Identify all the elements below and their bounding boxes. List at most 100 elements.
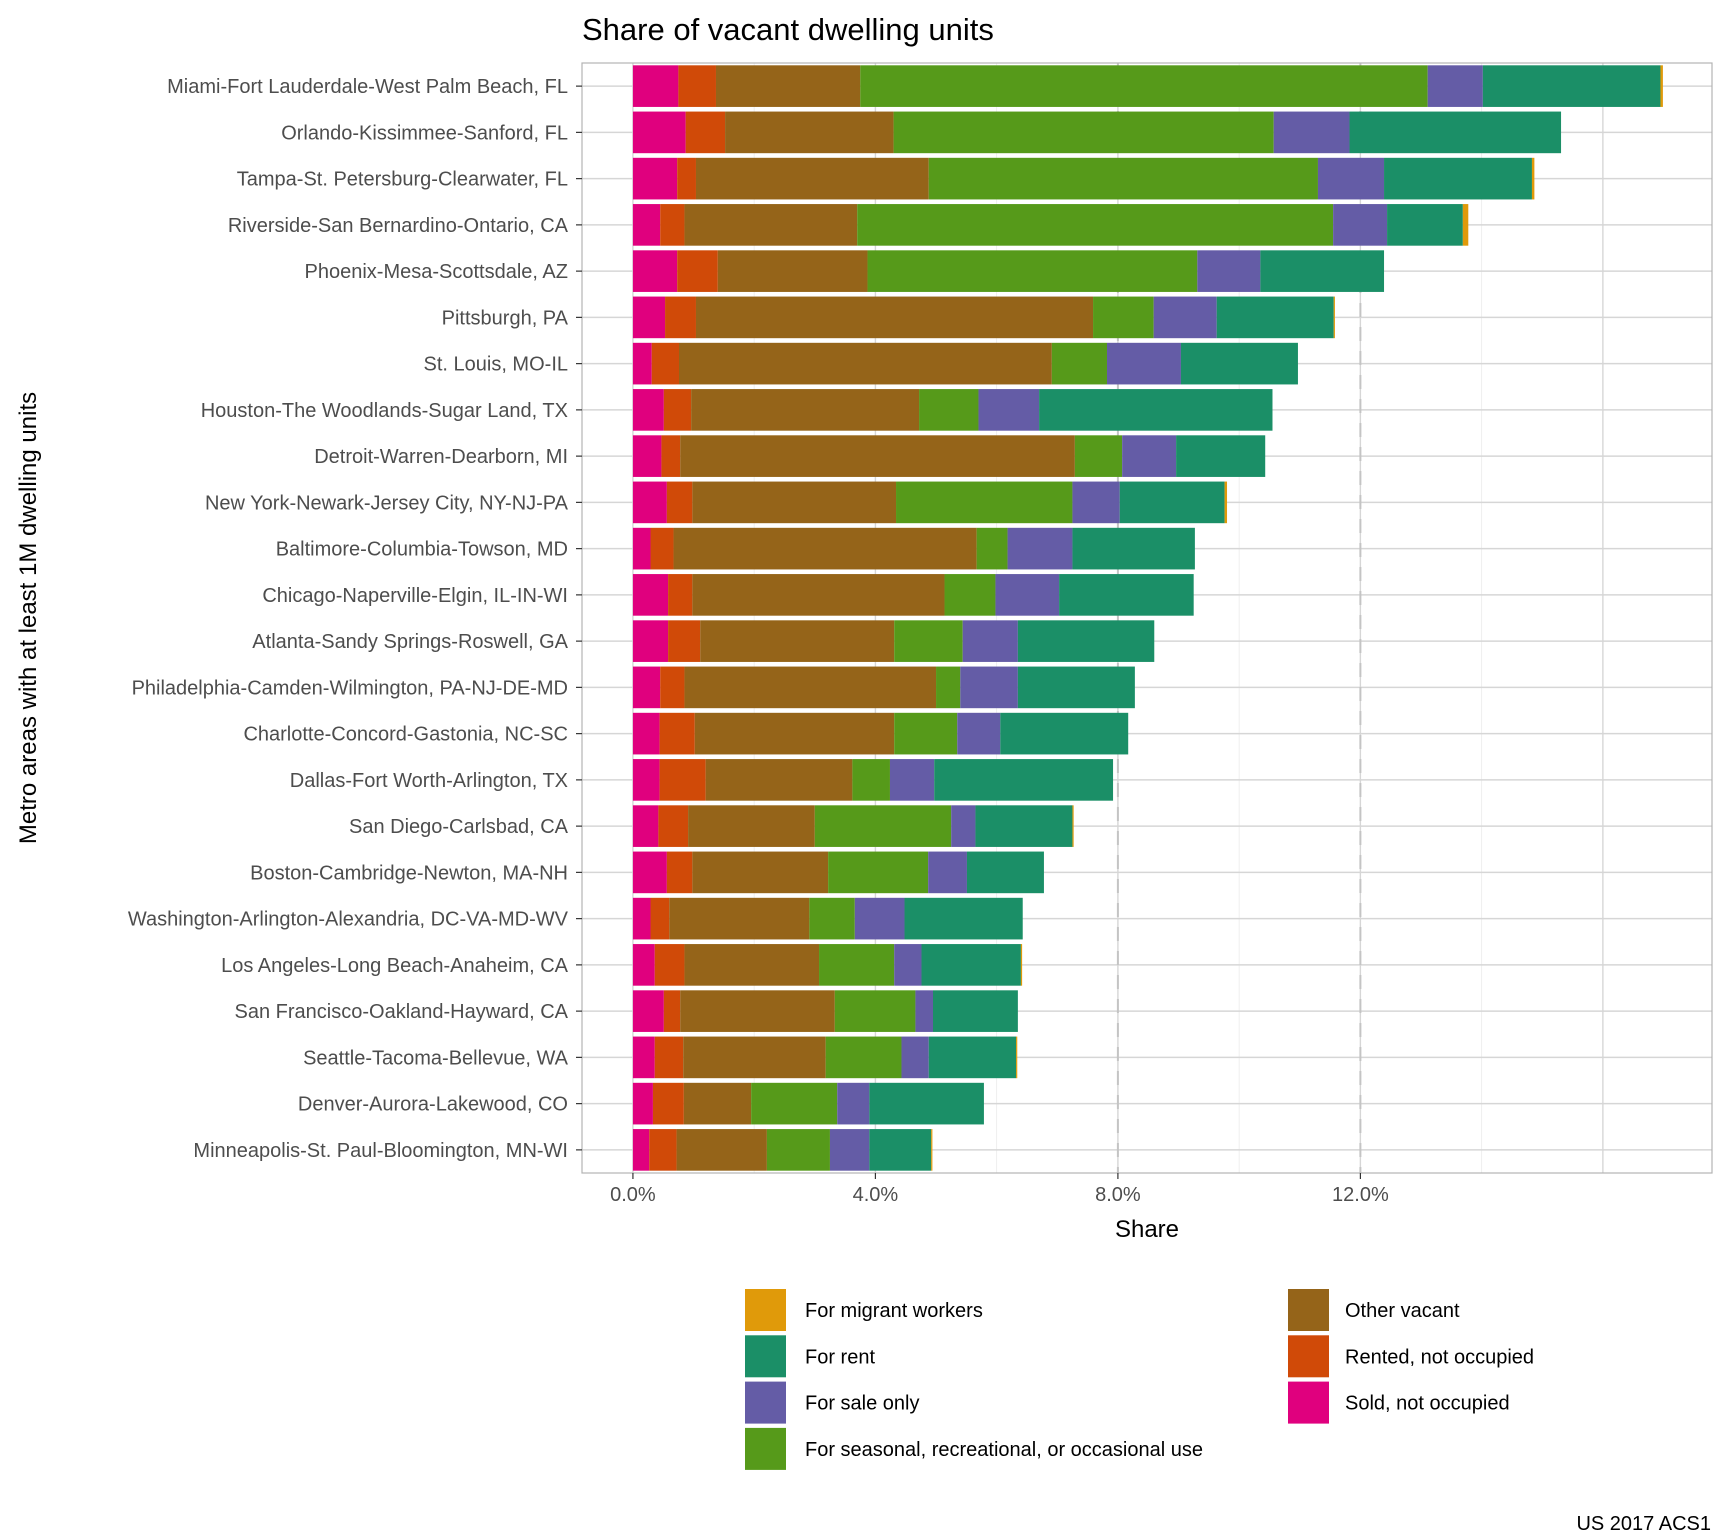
bar-segment	[919, 389, 979, 431]
bar-segment	[683, 1036, 826, 1079]
bar-segment	[976, 527, 1008, 570]
bar-segment	[901, 1036, 929, 1079]
bar-segment	[1106, 342, 1181, 385]
bar-segment	[695, 157, 929, 200]
bar-segment	[632, 389, 664, 431]
bar-segment	[632, 666, 661, 709]
bar-segment	[684, 666, 937, 709]
bar-segment	[632, 157, 678, 200]
bar-segment	[632, 944, 655, 986]
bar-segment	[1122, 435, 1177, 477]
bar-segment	[857, 204, 1334, 246]
y-tick-label: Tampa-St. Petersburg-Clearwater, FL	[237, 169, 568, 191]
legend-label: Sold, not occupied	[1345, 1393, 1510, 1415]
bar-segment	[1317, 157, 1385, 200]
legend-label: For sale only	[805, 1393, 920, 1415]
bar-segment	[673, 527, 977, 570]
bar-segment	[928, 157, 1318, 200]
legend-key	[745, 1335, 786, 1378]
bar-segment	[951, 805, 976, 847]
y-tick-label: Denver-Aurora-Lakewood, CO	[298, 1094, 568, 1116]
bar-segment	[668, 620, 701, 662]
bar-segment	[717, 250, 868, 292]
bar-segment	[915, 990, 934, 1032]
y-tick-label: Pittsburgh, PA	[442, 307, 569, 329]
bar-segment	[700, 620, 895, 662]
bar-segment	[978, 389, 1040, 431]
y-tick-label: Orlando-Kissimmee-Sanford, FL	[281, 122, 568, 144]
bar-segment	[944, 574, 996, 616]
y-axis-title: Metro areas with at least 1M dwelling un…	[15, 392, 42, 844]
bar-segment	[751, 1082, 838, 1125]
bar-segment	[678, 342, 1052, 385]
bar-segment	[894, 620, 963, 662]
bar-segment	[957, 712, 1001, 755]
bar-segment	[854, 897, 905, 940]
legend-key	[1288, 1289, 1329, 1331]
y-tick-label: Washington-Arlington-Alexandria, DC-VA-M…	[128, 909, 569, 931]
bar-segment	[819, 944, 895, 986]
bar-segment	[936, 666, 961, 709]
legend-key	[745, 1381, 786, 1424]
bar-segment	[894, 944, 922, 986]
legend-label: Other vacant	[1345, 1300, 1460, 1322]
bar-segment	[1059, 574, 1194, 616]
bar-segment	[852, 759, 890, 801]
bar-segment	[692, 481, 897, 524]
bar-segment	[1531, 157, 1535, 200]
bar-segment	[869, 1129, 932, 1171]
legend-label: For seasonal, recreational, or occasiona…	[805, 1439, 1203, 1461]
bar-segment	[1462, 204, 1469, 246]
bar-segment	[632, 712, 660, 755]
y-tick-label: Seattle-Tacoma-Bellevue, WA	[303, 1047, 569, 1069]
bar-segment	[1119, 481, 1225, 524]
y-tick-label: Houston-The Woodlands-Sugar Land, TX	[201, 400, 568, 422]
bar-segment	[1387, 204, 1463, 246]
y-tick-label: San Francisco-Oakland-Hayward, CA	[235, 1001, 569, 1023]
bar-segment	[1017, 666, 1135, 709]
bar-segment	[1074, 435, 1123, 477]
x-tick-label: 8.0%	[1095, 1184, 1141, 1206]
x-tick-label: 12.0%	[1332, 1184, 1389, 1206]
chart-title: Share of vacant dwelling units	[582, 12, 994, 47]
bar-segment	[715, 65, 861, 107]
bar-segment	[658, 805, 689, 847]
bar-segment	[654, 944, 685, 986]
bar-segment	[666, 481, 693, 524]
bar-segment	[1007, 527, 1073, 570]
bar-segment	[632, 1082, 653, 1125]
bar-segment	[659, 712, 695, 755]
legend-label: Rented, not occupied	[1345, 1346, 1534, 1368]
bar-segment	[837, 1082, 870, 1125]
bar-segment	[632, 805, 659, 847]
bar-segment	[661, 435, 681, 477]
bar-segment	[809, 897, 855, 940]
bar-segment	[1333, 204, 1388, 246]
bar-segment	[677, 250, 718, 292]
bar-segment	[975, 805, 1073, 847]
bar-segment	[834, 990, 916, 1032]
legend-label: For migrant workers	[805, 1300, 983, 1322]
bar-segment	[650, 527, 674, 570]
bar-segment	[680, 435, 1075, 477]
y-tick-label: Miami-Fort Lauderdale-West Palm Beach, F…	[167, 76, 568, 98]
y-tick-label: Chicago-Naperville-Elgin, IL-IN-WI	[262, 585, 568, 607]
bar-segment	[995, 574, 1060, 616]
bar-segment	[1384, 157, 1532, 200]
y-tick-label: Boston-Cambridge-Newton, MA-NH	[250, 862, 568, 884]
bar-segment	[1093, 296, 1154, 339]
bar-segment	[659, 759, 706, 801]
y-tick-label: Phoenix-Mesa-Scottsdale, AZ	[305, 261, 568, 283]
bars	[632, 65, 1663, 1171]
bar-segment	[931, 1129, 933, 1171]
bar-segment	[1072, 481, 1120, 524]
bar-segment	[677, 157, 696, 200]
caption: US 2017 ACS1	[1576, 1513, 1711, 1535]
bar-segment	[676, 1129, 767, 1171]
legend-label: For rent	[805, 1346, 875, 1368]
bar-segment	[1051, 342, 1107, 385]
x-tick-label: 4.0%	[853, 1184, 899, 1206]
bar-segment	[1000, 712, 1129, 755]
bar-segment	[828, 851, 929, 894]
bar-segment	[632, 897, 651, 940]
